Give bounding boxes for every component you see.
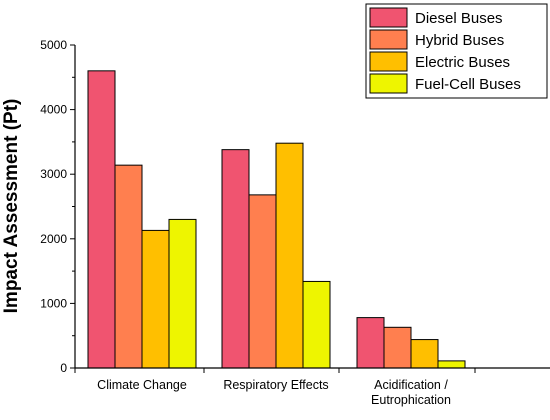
y-tick-label: 3000: [40, 167, 67, 181]
bar-electric-buses-2: [275, 142, 304, 369]
legend-swatch-electric-buses: [369, 51, 408, 72]
x-tick-label: Respiratory Effects: [223, 378, 328, 392]
y-tick-label: 0: [60, 361, 67, 375]
legend-label-hybrid-buses: Hybrid Buses: [415, 32, 504, 49]
legend-swatch-fuel-cell-buses: [369, 73, 408, 94]
bar-fuel-cell-buses-2: [302, 280, 331, 369]
y-tick-label: 5000: [40, 38, 67, 52]
bar-electric-buses-3: [410, 339, 439, 369]
x-tick-label: Eutrophication: [371, 393, 451, 407]
legend-label-diesel-buses: Diesel Buses: [415, 10, 503, 27]
bar-hybrid-buses-2: [248, 194, 277, 369]
x-tick-label: Climate Change: [97, 378, 187, 392]
legend: Diesel Buses Hybrid Buses Electric Buses Fu…: [365, 3, 548, 99]
bar-fuel-cell-buses-1: [168, 218, 197, 369]
legend-swatch-hybrid-buses: [369, 29, 408, 50]
labels-layer: 0 1000 2000 3000 4000 5000 Climate Change Respi…: [40, 38, 451, 407]
axes-layer: [70, 44, 550, 373]
legend-swatch-diesel-buses: [369, 7, 408, 28]
bar-diesel-buses-2: [221, 149, 250, 369]
bar-fuel-cell-buses-3: [437, 360, 466, 369]
y-tick-label: 4000: [40, 103, 67, 117]
bar-electric-buses-1: [141, 229, 170, 369]
bar-hybrid-buses-1: [114, 164, 143, 369]
legend-label-fuel-cell-buses: Fuel-Cell Buses: [415, 76, 521, 93]
bars-layer: [87, 70, 466, 369]
x-tick-label: Acidification /: [374, 378, 448, 392]
legend-label-electric-buses: Electric Buses: [415, 54, 510, 71]
y-tick-label: 2000: [40, 232, 67, 246]
bar-diesel-buses-1: [87, 70, 116, 369]
y-axis-title: Impact Assessment (Pt): [1, 99, 22, 314]
bar-hybrid-buses-3: [383, 326, 412, 369]
y-tick-label: 1000: [40, 296, 67, 310]
bar-diesel-buses-3: [356, 317, 385, 369]
